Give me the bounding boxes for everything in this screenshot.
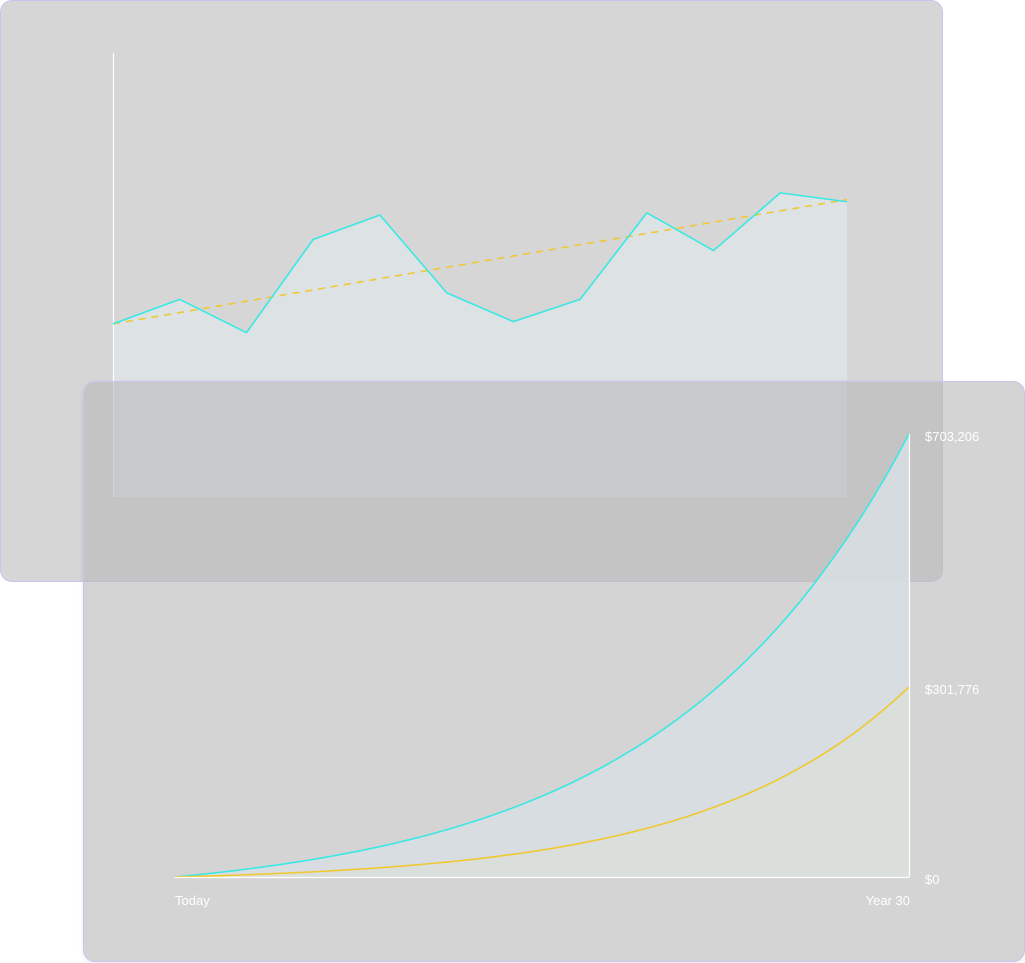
growth-series-line-0 [174, 433, 910, 878]
bottom-chart-card: $703,206 $301,776 $0 Today Year 30 [83, 381, 1025, 962]
growth-area-chart: $703,206 $301,776 $0 Today Year 30 [174, 429, 979, 908]
y-tick-label: $0 [925, 872, 939, 887]
top-series-line [112, 192, 848, 334]
growth-series-line-1 [174, 686, 910, 878]
x-tick-label: Today [175, 893, 210, 908]
x-tick-label: Year 30 [866, 893, 910, 908]
y-tick-label: $301,776 [925, 682, 979, 697]
growth-area-fill-1 [175, 686, 909, 877]
y-tick-label: $703,206 [925, 429, 979, 444]
growth-area-fill-0 [175, 434, 909, 877]
